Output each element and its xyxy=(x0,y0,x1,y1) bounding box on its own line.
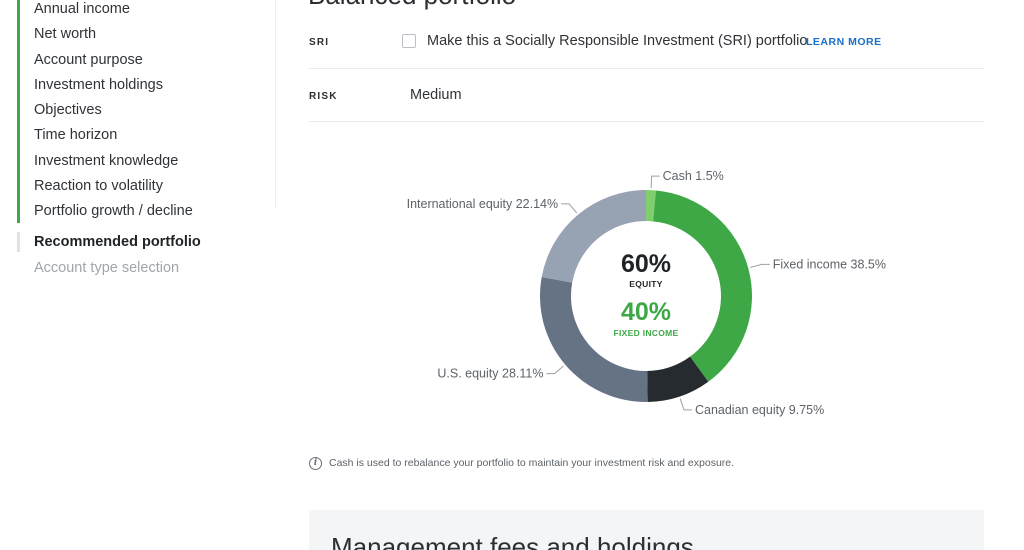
equity-label: EQUITY xyxy=(629,279,662,289)
slice-label: Canadian equity 9.75% xyxy=(695,403,824,417)
risk-row: RISK Medium xyxy=(309,69,984,122)
donut-slice-international-equity xyxy=(541,190,646,283)
slice-leader-line xyxy=(650,175,660,189)
sidebar-step[interactable]: Investment knowledge xyxy=(34,152,179,169)
sidebar-step[interactable]: Investment holdings xyxy=(34,76,163,93)
sri-row: SRI Make this a Socially Responsible Inv… xyxy=(309,18,984,69)
slice-leader-line xyxy=(546,365,564,375)
portfolio-title: Balanced portfolio xyxy=(308,0,516,11)
learn-more-link[interactable]: LEARN MORE xyxy=(806,36,882,48)
upcoming-step-label: Account type selection xyxy=(34,260,180,276)
slice-leader-line xyxy=(679,398,692,411)
main-content: Balanced portfolio SRI Make this a Socia… xyxy=(276,0,1024,550)
fees-holdings-panel: Management fees and holdings xyxy=(309,510,984,550)
equity-percent: 60% xyxy=(621,250,671,278)
slice-label: International equity 22.14% xyxy=(407,197,558,211)
fees-holdings-title: Management fees and holdings xyxy=(331,532,694,550)
sidebar-divider xyxy=(275,0,276,207)
sidebar-step[interactable]: Time horizon xyxy=(34,127,118,144)
completed-steps-track xyxy=(17,0,20,223)
sidebar-step[interactable]: Annual income xyxy=(34,1,130,17)
donut-slice-cash xyxy=(646,190,656,222)
slice-label: Cash 1.5% xyxy=(663,169,724,183)
sri-label: SRI xyxy=(309,37,330,48)
sri-checkbox[interactable] xyxy=(402,34,416,48)
slice-label: U.S. equity 28.11% xyxy=(437,367,543,381)
risk-label: RISK xyxy=(309,91,338,102)
slice-leader-line xyxy=(561,203,578,214)
sidebar-step[interactable]: Reaction to volatility xyxy=(34,178,163,195)
sidebar-step[interactable]: Net worth xyxy=(34,26,97,43)
current-step-indicator xyxy=(17,232,20,252)
fixed-income-percent: 40% xyxy=(621,298,671,326)
sri-checkbox-label[interactable]: Make this a Socially Responsible Investm… xyxy=(427,33,808,49)
cash-note-text: Cash is used to rebalance your portfolio… xyxy=(329,457,735,469)
risk-value: Medium xyxy=(410,87,462,103)
info-icon: i xyxy=(309,457,322,470)
current-step-label: Recommended portfolio xyxy=(34,234,201,250)
slice-leader-line xyxy=(750,263,770,268)
sidebar-step[interactable]: Objectives xyxy=(34,102,102,119)
sidebar-step[interactable]: Portfolio growth / decline xyxy=(34,203,193,220)
fixed-income-label: FIXED INCOME xyxy=(614,328,679,338)
donut-slice-canadian-equity xyxy=(647,356,709,402)
completed-steps-list: Annual income Net worth Account purpose Inv… xyxy=(0,0,276,225)
donut-slice-u-s-equity xyxy=(540,277,648,402)
allocation-donut-chart: Cash 1.5% Fixed income 38.5% Canadian equi… xyxy=(407,169,886,417)
progress-sidebar: Annual income Net worth Account purpose Inv… xyxy=(0,0,276,540)
current-step: Recommended portfolio xyxy=(0,230,276,254)
sidebar-step[interactable]: Account purpose xyxy=(34,51,143,68)
slice-label: Fixed income 38.5% xyxy=(773,257,886,271)
donut-slice-fixed-income xyxy=(653,190,752,382)
